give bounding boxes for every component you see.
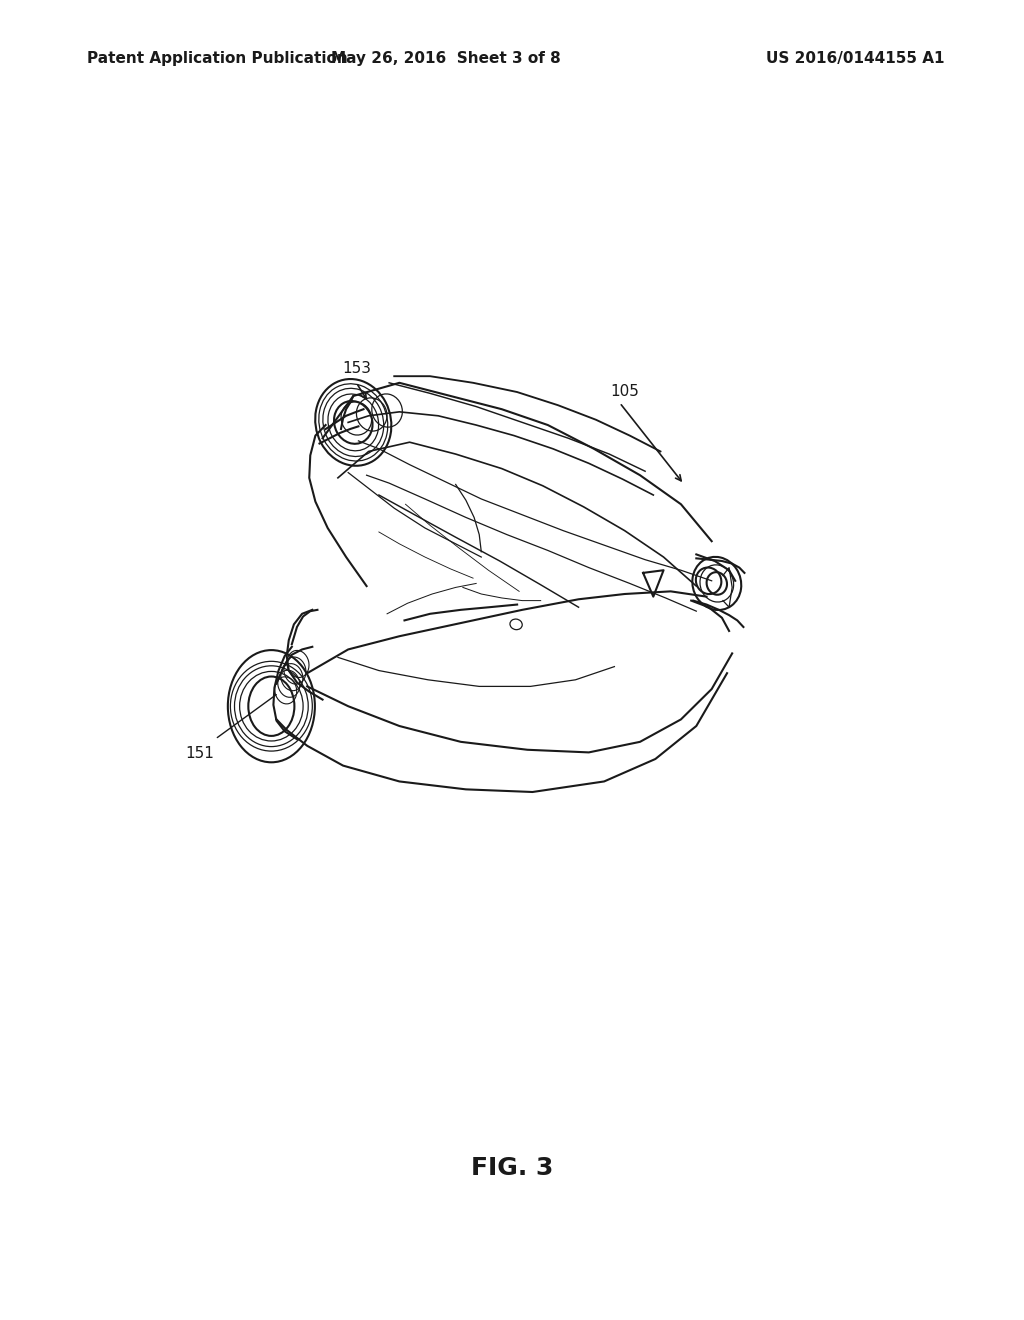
Text: FIG. 3: FIG. 3 <box>471 1156 553 1180</box>
Text: May 26, 2016  Sheet 3 of 8: May 26, 2016 Sheet 3 of 8 <box>331 50 560 66</box>
Text: US 2016/0144155 A1: US 2016/0144155 A1 <box>766 50 944 66</box>
Text: 105: 105 <box>610 384 639 399</box>
Text: 151: 151 <box>185 746 214 760</box>
Text: 153: 153 <box>342 362 371 376</box>
Text: Patent Application Publication: Patent Application Publication <box>87 50 348 66</box>
